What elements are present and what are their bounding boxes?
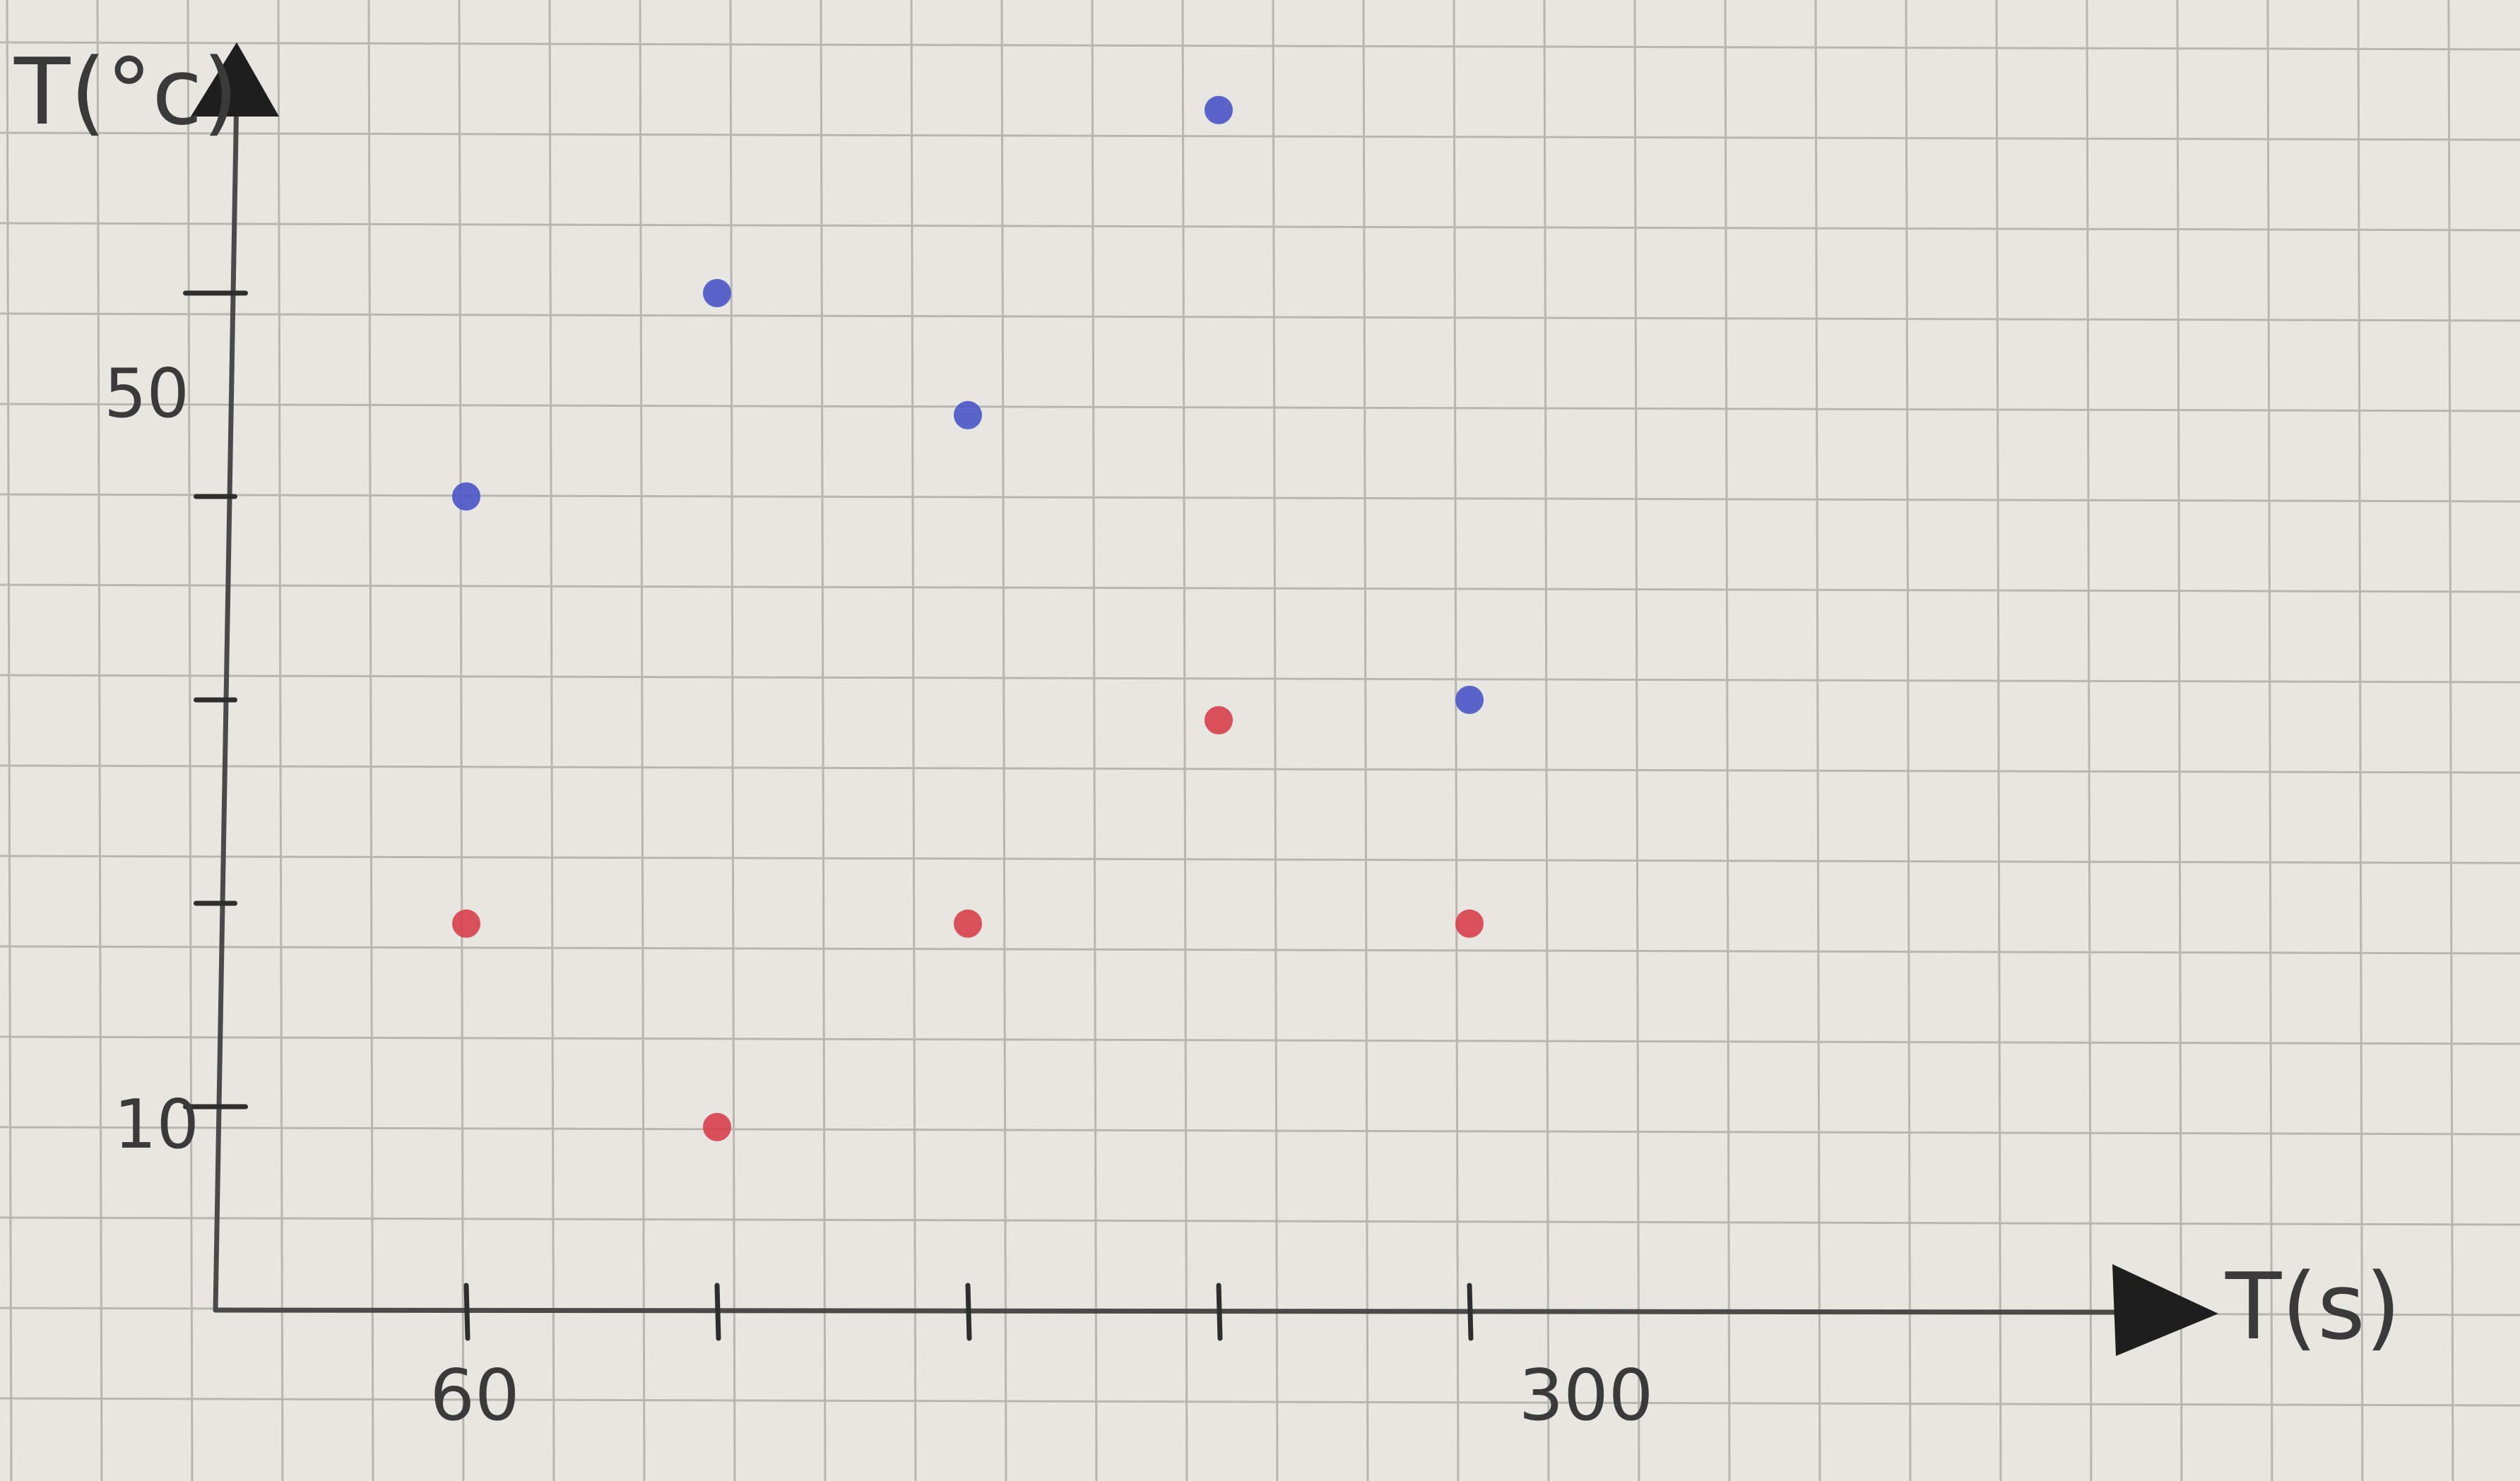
- data-point-s1-2: [954, 909, 982, 938]
- grid-line-horizontal: [0, 403, 2520, 412]
- data-point-s0-1: [703, 279, 731, 307]
- grid-line-vertical: [2176, 0, 2183, 1481]
- x-tick-240: [1216, 1283, 1223, 1341]
- grid-line-horizontal: [0, 41, 2520, 51]
- grid-line-vertical: [548, 0, 555, 1481]
- grid-line-vertical: [1091, 0, 1098, 1481]
- grid-line-vertical: [1453, 0, 1460, 1481]
- grid-line-vertical: [1724, 0, 1731, 1481]
- data-points: [452, 95, 1484, 1141]
- data-point-s1-3: [1205, 706, 1233, 734]
- data-point-s0-2: [954, 400, 982, 429]
- y-axis-arrowhead: [191, 42, 279, 117]
- grid-line-horizontal: [0, 493, 2520, 503]
- grid-line-vertical: [96, 0, 103, 1481]
- grid-line-vertical: [1543, 0, 1550, 1481]
- grid-line-horizontal: [0, 764, 2520, 774]
- grid-line-vertical: [2086, 0, 2093, 1481]
- grid-line-horizontal: [0, 1035, 2520, 1045]
- grid-line-vertical: [367, 0, 374, 1481]
- tick-marks: [183, 290, 1474, 1341]
- grid-line-horizontal: [0, 945, 2520, 955]
- grid-line-vertical: [2266, 0, 2273, 1481]
- grid-line-vertical: [6, 0, 13, 1481]
- x-tick-300: [1467, 1283, 1474, 1341]
- grid-line-vertical: [820, 0, 827, 1481]
- data-point-s1-0: [452, 909, 480, 938]
- grid-line-horizontal: [0, 674, 2520, 684]
- x-axis-arrowhead: [2112, 1264, 2218, 1356]
- y-tick-label-50: 50: [104, 355, 189, 433]
- grid-line-vertical: [729, 0, 736, 1481]
- grid-line-horizontal: [0, 1126, 2520, 1136]
- axes: [191, 42, 2218, 1356]
- grid-line-vertical: [2357, 0, 2364, 1481]
- grid-line-vertical: [639, 0, 646, 1481]
- x-tick-180: [965, 1283, 972, 1341]
- x-axis-label: T(s): [2225, 1253, 2401, 1360]
- data-point-s0-0: [452, 482, 480, 511]
- grid-line-vertical: [277, 0, 284, 1481]
- grid-line-horizontal: [0, 222, 2520, 232]
- grid-line-vertical: [1905, 0, 1912, 1481]
- grid-line-horizontal: [0, 312, 2520, 322]
- grid-line-vertical: [1272, 0, 1279, 1481]
- grid-line-horizontal: [0, 1216, 2520, 1226]
- data-point-s1-1: [703, 1112, 731, 1141]
- grid-line-horizontal: [0, 583, 2520, 593]
- data-point-s0-3: [1205, 95, 1233, 124]
- grid-line-vertical: [1633, 0, 1640, 1481]
- x-tick-60: [463, 1283, 471, 1341]
- y-tick-label-10: 10: [114, 1086, 199, 1164]
- data-point-s1-4: [1455, 909, 1484, 938]
- grid-line-vertical: [1362, 0, 1369, 1481]
- grid-line-vertical: [910, 0, 917, 1481]
- grid-line-vertical: [1181, 0, 1188, 1481]
- grid-line-vertical: [1814, 0, 1821, 1481]
- grid-line-horizontal: [0, 1397, 2520, 1407]
- x-tick-label-300: 300: [1519, 1354, 1654, 1437]
- x-tick-120: [714, 1283, 721, 1341]
- grid-line-vertical: [2447, 0, 2454, 1481]
- grid-line-vertical: [187, 0, 194, 1481]
- grid-line-vertical: [1000, 0, 1007, 1481]
- x-axis-line: [213, 1307, 2151, 1315]
- data-point-s0-4: [1455, 686, 1484, 714]
- grid-line-vertical: [1995, 0, 2002, 1481]
- y-axis-label: T(°c): [13, 38, 238, 145]
- grid-line-vertical: [458, 0, 465, 1481]
- grid-line-horizontal: [0, 131, 2520, 141]
- x-tick-label-60: 60: [430, 1354, 519, 1437]
- grid-line-horizontal: [0, 855, 2520, 864]
